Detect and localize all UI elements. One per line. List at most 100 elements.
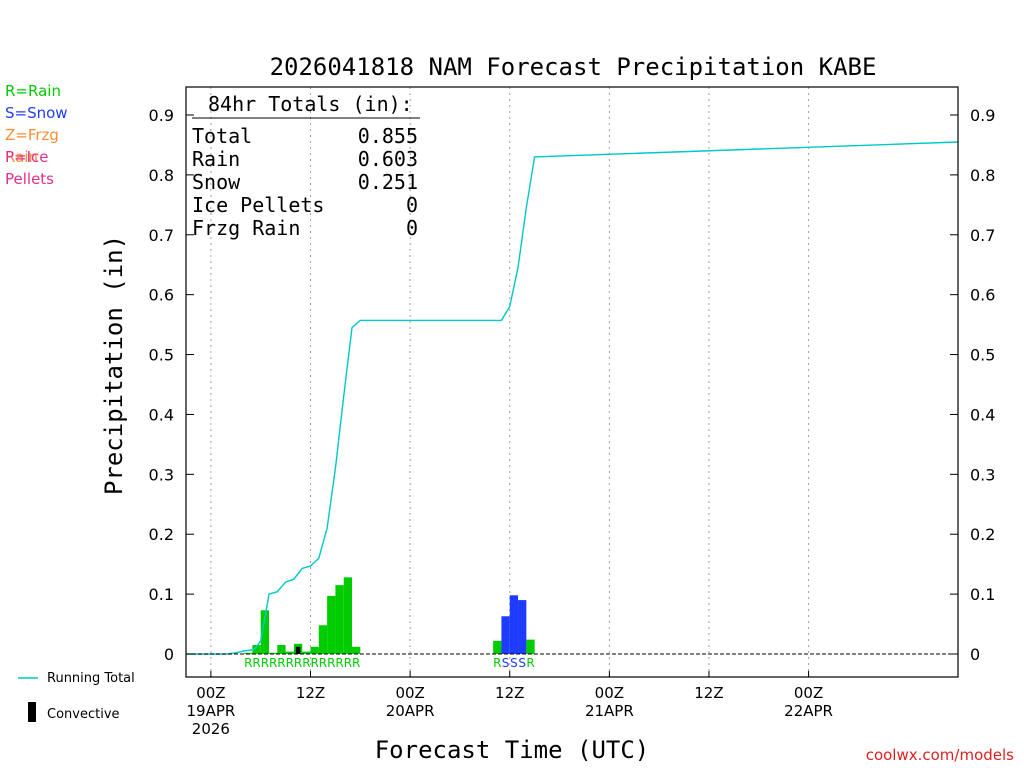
y-axis-right: 0 0.1 0.2 0.3 0.4 0.5 0.6 0.7 0.8 0.9 <box>950 106 995 664</box>
x-tick-label: 12Z <box>495 684 524 702</box>
totals-label: Rain <box>192 147 240 171</box>
precip-bar <box>277 645 286 654</box>
totals-value: 0.603 <box>358 147 418 171</box>
y-tick-label-right: 0.3 <box>970 465 995 484</box>
totals-value: 0.251 <box>358 170 418 194</box>
ptype-label: R <box>261 656 269 670</box>
totals-label: Ice Pellets <box>192 193 324 217</box>
x-tick-label: 2026 <box>192 720 230 738</box>
running-total-line <box>186 141 959 655</box>
ptype-label: R <box>302 656 310 670</box>
ptype-key-item: R=Rain <box>5 82 61 100</box>
y-tick-label: 0.4 <box>149 405 174 424</box>
x-tick-label: 21APR <box>585 702 634 720</box>
ptype-label: R <box>310 656 318 670</box>
bottom-legend: Running Total Convective <box>18 671 135 722</box>
chart-title: 2026041818 NAM Forecast Precipitation KA… <box>270 53 877 81</box>
y-tick-label-right: 0.5 <box>970 346 995 365</box>
ptype-label: S <box>518 656 526 670</box>
x-tick-label: 00Z <box>595 684 624 702</box>
ptype-label: R <box>269 656 277 670</box>
precip-bar <box>509 595 519 654</box>
plot-frame <box>185 86 959 678</box>
y-tick-label-right: 0.4 <box>970 405 995 424</box>
precip-bar <box>335 585 344 654</box>
y-tick-label-right: 0.6 <box>970 286 995 305</box>
precip-bar <box>352 646 361 654</box>
totals-value: 0.855 <box>358 124 418 148</box>
ptype-key-item: Z=Frzg Rain <box>5 126 59 166</box>
x-tick-label: 12Z <box>296 684 325 702</box>
y-tick-label-right: 0.8 <box>970 166 995 185</box>
precip-bar <box>302 651 311 654</box>
x-tick-label: 20APR <box>386 702 435 720</box>
y-tick-label: 0.3 <box>149 465 174 484</box>
precip-bar <box>260 610 270 654</box>
ptype-label: S <box>510 656 518 670</box>
y-tick-label-right: 0 <box>970 645 980 664</box>
y-tick-label: 0.8 <box>149 166 174 185</box>
bar-group <box>244 577 535 654</box>
totals-label: Frzg Rain <box>192 216 300 240</box>
y-tick-label: 0.1 <box>149 585 174 604</box>
ptype-label: R <box>493 656 501 670</box>
precip-bar <box>318 625 328 654</box>
convective-bar <box>295 646 301 654</box>
precip-bar <box>244 652 253 654</box>
convective-legend-label: Convective <box>47 707 120 722</box>
totals-label: Snow <box>192 170 241 194</box>
site-credit: coolwx.com/models <box>866 746 1014 764</box>
x-axis-label: Forecast Time (UTC) <box>375 736 650 764</box>
y-tick-label: 0.9 <box>149 106 174 125</box>
y-axis-label: Precipitation (in) <box>100 235 128 495</box>
precip-bar <box>285 651 294 654</box>
y-tick-label: 0 <box>164 645 174 664</box>
totals-value: 0 <box>406 193 418 217</box>
y-tick-label: 0.6 <box>149 286 174 305</box>
x-tick-label: 12Z <box>694 684 723 702</box>
y-tick-label-right: 0.1 <box>970 585 995 604</box>
totals-label: Total <box>192 124 252 148</box>
precip-bar <box>518 600 527 654</box>
ptype-key-item: P=Ice Pellets <box>5 148 54 188</box>
y-tick-label: 0.2 <box>149 525 174 544</box>
y-axis-left: 0 0.1 0.2 0.3 0.4 0.5 0.6 0.7 0.8 0.9 <box>149 106 194 664</box>
precip-bar <box>327 595 336 654</box>
totals-box: 84hr Totals (in): Total 0.855 Rain 0.603 Snow… <box>192 92 420 240</box>
precip-bar <box>343 577 353 654</box>
ptype-key-item: S=Snow <box>5 104 68 122</box>
totals-value: 0 <box>406 216 418 240</box>
convective-bar-group <box>295 646 301 654</box>
precip-bar <box>526 639 535 654</box>
ptype-label: R <box>335 656 343 670</box>
ptype-label: R <box>294 656 302 670</box>
precip-bar <box>252 645 261 654</box>
y-tick-label-right: 0.7 <box>970 226 995 245</box>
ptype-label: R <box>252 656 260 670</box>
x-tick-label: 19APR <box>186 702 235 720</box>
precip-bar <box>493 640 502 654</box>
ptype-label: R <box>344 656 352 670</box>
y-tick-label: 0.5 <box>149 346 174 365</box>
running-total-legend-label: Running Total <box>47 671 135 686</box>
y-tick-label: 0.7 <box>149 226 174 245</box>
ptype-label: S <box>502 656 510 670</box>
totals-heading: 84hr Totals (in): <box>208 92 413 116</box>
grid-lines <box>210 87 810 677</box>
x-tick-label: 22APR <box>784 702 833 720</box>
x-tick-label: 00Z <box>794 684 823 702</box>
precip-bar <box>269 652 278 654</box>
ptype-label: R <box>244 656 252 670</box>
ptype-label: R <box>277 656 285 670</box>
precip-bar <box>310 646 319 654</box>
ptype-label: R <box>352 656 360 670</box>
ptype-label: R <box>327 656 335 670</box>
precip-bar <box>501 616 510 654</box>
ptype-label: R <box>319 656 327 670</box>
ptype-label: R <box>526 656 534 670</box>
x-tick-label: 00Z <box>196 684 225 702</box>
ptype-label: R <box>286 656 294 670</box>
